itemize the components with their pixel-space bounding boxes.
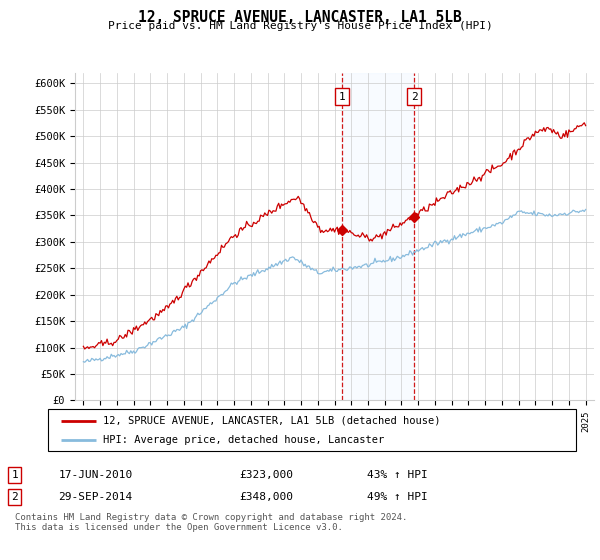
Text: 29-SEP-2014: 29-SEP-2014	[58, 492, 133, 502]
Text: 49% ↑ HPI: 49% ↑ HPI	[367, 492, 428, 502]
FancyBboxPatch shape	[48, 409, 576, 451]
Text: 1: 1	[11, 470, 18, 480]
Text: 17-JUN-2010: 17-JUN-2010	[58, 470, 133, 480]
Text: HPI: Average price, detached house, Lancaster: HPI: Average price, detached house, Lanc…	[103, 435, 385, 445]
Text: £323,000: £323,000	[239, 470, 293, 480]
Text: 12, SPRUCE AVENUE, LANCASTER, LA1 5LB: 12, SPRUCE AVENUE, LANCASTER, LA1 5LB	[138, 10, 462, 25]
Text: Contains HM Land Registry data © Crown copyright and database right 2024.
This d: Contains HM Land Registry data © Crown c…	[15, 513, 407, 532]
Text: 1: 1	[339, 92, 346, 101]
Text: 43% ↑ HPI: 43% ↑ HPI	[367, 470, 428, 480]
Text: £348,000: £348,000	[239, 492, 293, 502]
Bar	[342, 73, 414, 400]
Text: Price paid vs. HM Land Registry's House Price Index (HPI): Price paid vs. HM Land Registry's House …	[107, 21, 493, 31]
Text: 2: 2	[11, 492, 18, 502]
Text: 2: 2	[410, 92, 418, 101]
Text: 12, SPRUCE AVENUE, LANCASTER, LA1 5LB (detached house): 12, SPRUCE AVENUE, LANCASTER, LA1 5LB (d…	[103, 416, 441, 426]
